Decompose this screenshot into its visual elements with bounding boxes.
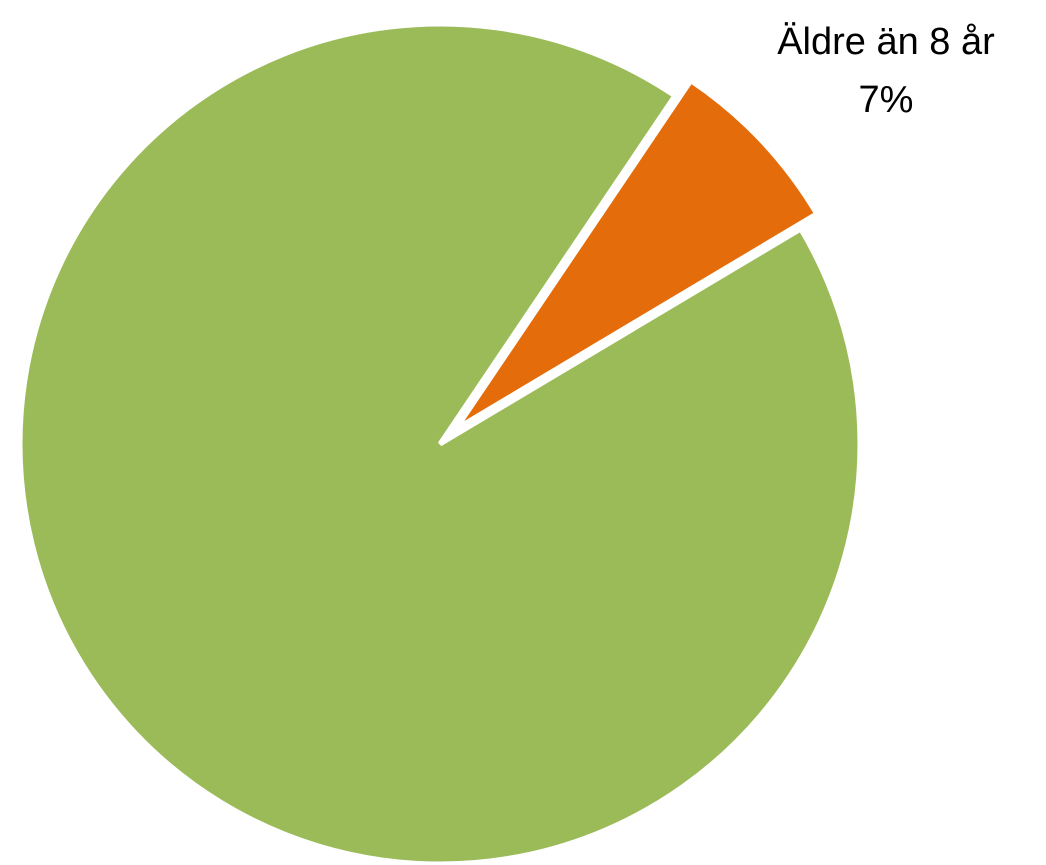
pie-slice-0	[453, 77, 821, 432]
pie-labels: Äldre än 8 år 7%	[777, 21, 995, 121]
slice-percent-label: 7%	[859, 79, 914, 121]
pie-slices	[17, 21, 863, 865]
slice-category-label: Äldre än 8 år	[777, 21, 995, 63]
pie-slice-1	[17, 21, 863, 865]
